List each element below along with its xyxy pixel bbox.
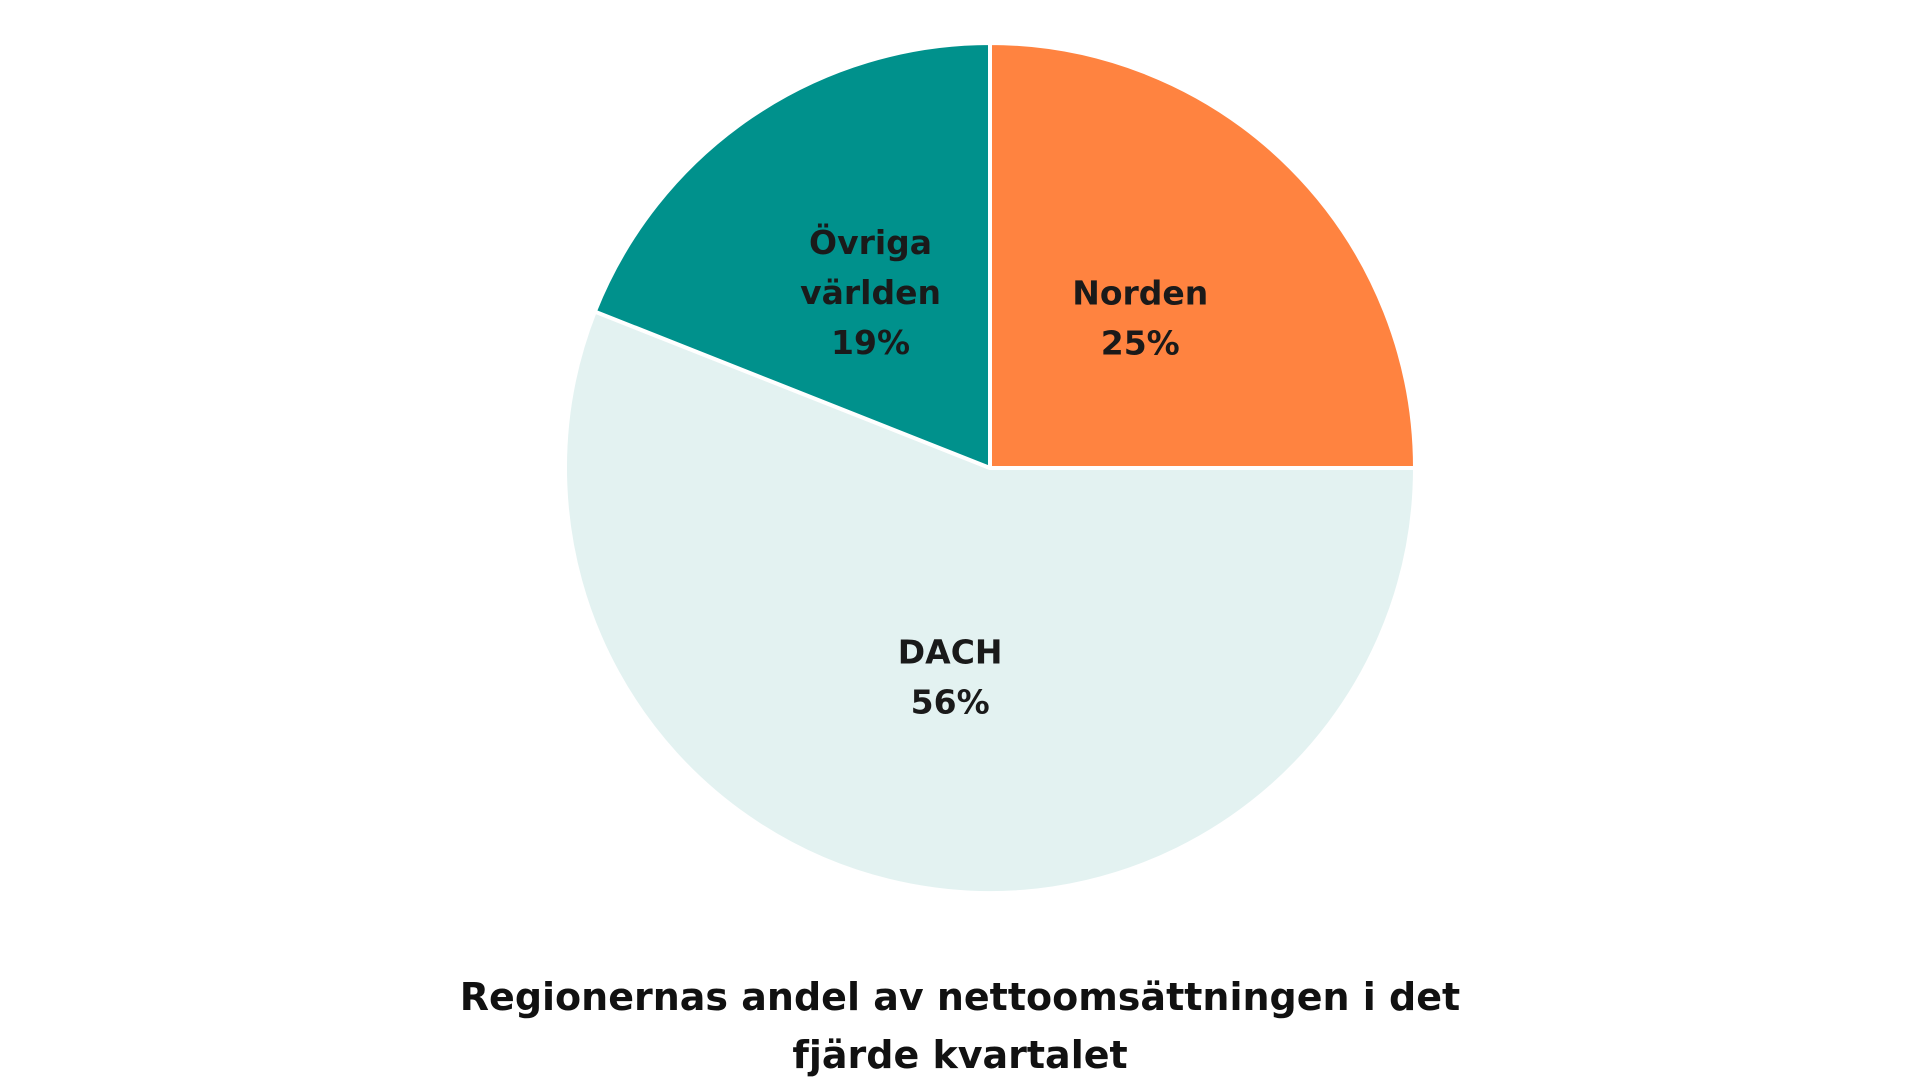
pie-slice-norden: [988, 41, 1417, 470]
slice-label-line: världen: [800, 273, 941, 312]
slice-label-line: DACH: [898, 633, 1003, 672]
slice-label-line: 19%: [831, 323, 910, 362]
pie-slice-ovriga-varlden: [592, 41, 992, 470]
slice-label-ovriga-varlden: Övriga världen 19%: [800, 222, 941, 362]
slice-label-line: 25%: [1101, 324, 1180, 363]
slice-label-norden: Norden 25%: [1072, 274, 1208, 363]
chart-title-line-2: fjärde kvartalet: [792, 1033, 1128, 1077]
slice-label-dach: DACH 56%: [898, 633, 1003, 722]
slice-label-line: 56%: [911, 683, 990, 722]
pie-slice-dach: [563, 309, 1417, 895]
chart-title-line-1: Regionernas andel av nettoomsättningen i…: [459, 975, 1461, 1019]
slice-label-line: Norden: [1072, 274, 1208, 313]
slice-label-line: Övriga: [809, 222, 932, 262]
chart-title: Regionernas andel av nettoomsättningen i…: [0, 968, 1920, 1084]
